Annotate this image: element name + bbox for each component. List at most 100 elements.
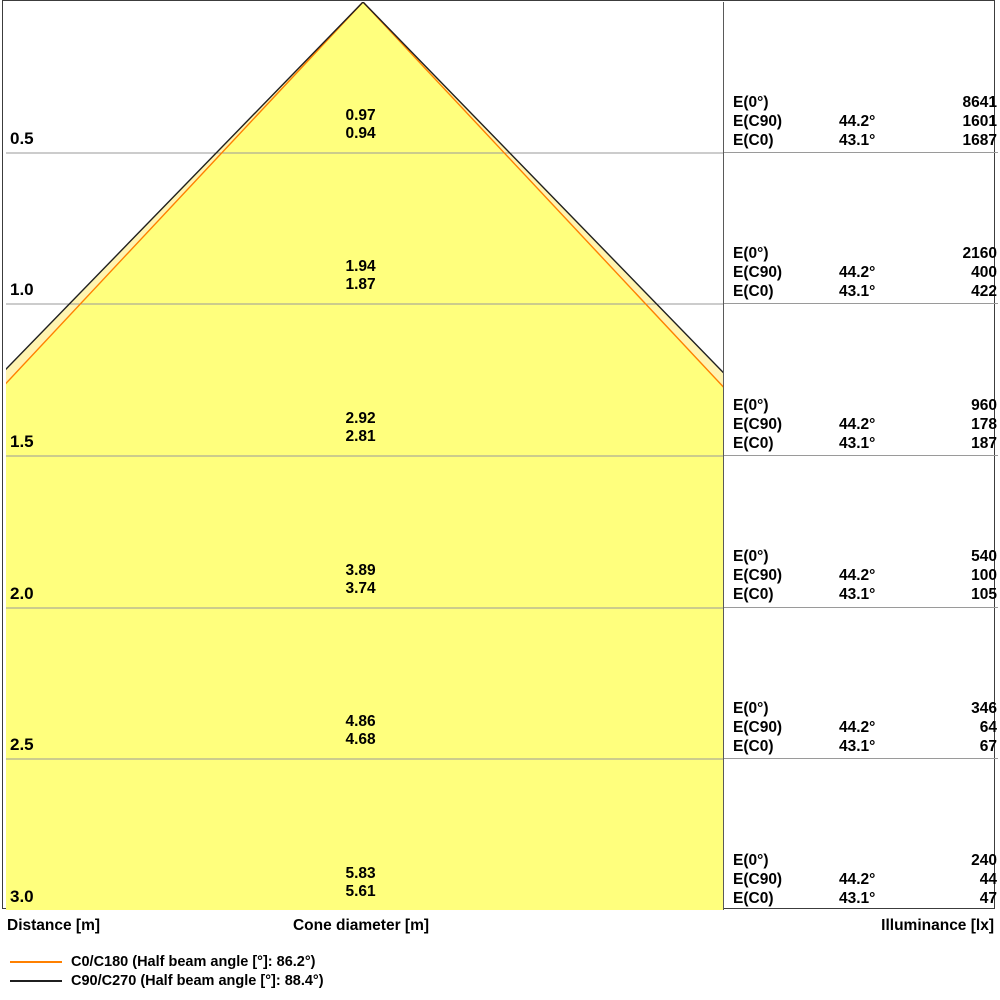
cone-diameter-c90: 1.94 xyxy=(345,258,376,275)
ec0-value: 1687 xyxy=(962,132,997,149)
ec90-value: 100 xyxy=(971,567,997,584)
ec0-value: 67 xyxy=(979,738,997,755)
ec0-row: E(C0) 43.1° 187 xyxy=(733,434,997,453)
distance-label: 1.5 xyxy=(10,432,34,451)
cone-diameter-c0: 2.81 xyxy=(345,428,376,445)
gridline-2-0m xyxy=(723,607,998,608)
e0-row: E(0°) 540 xyxy=(733,547,997,566)
ec90-label: E(C90) xyxy=(733,113,783,130)
ec0-row: E(C0) 43.1° 105 xyxy=(733,585,997,604)
gridlines xyxy=(6,152,723,760)
e0-label: E(0°) xyxy=(733,852,769,869)
cone-diameter-c0: 4.68 xyxy=(345,731,376,748)
cone-diagram-frame: 0.5 1.0 1.5 2.0 2.5 3.0 0.97 0.94 1.94 1… xyxy=(2,0,998,910)
cone-diameter-c90: 2.92 xyxy=(345,410,376,427)
ec90-angle: 44.2° xyxy=(839,113,876,130)
c90-c270-line-swatch-icon xyxy=(10,979,62,982)
legend-entry-c0-c180: C0/C180 (Half beam angle [°]: 86.2°) xyxy=(10,952,710,971)
c0-c180-outline xyxy=(6,2,723,388)
ec0-angle: 43.1° xyxy=(839,435,876,452)
ec90-row: E(C90) 44.2° 178 xyxy=(733,415,997,434)
cone-diameter-values: 3.89 3.74 xyxy=(6,562,723,598)
ec90-label: E(C90) xyxy=(733,567,783,584)
ec90-row: E(C90) 44.2° 100 xyxy=(733,566,997,585)
ec90-value: 44 xyxy=(979,871,997,888)
illuminance-block-1-5m: E(0°) 960 E(C90) 44.2° 178 E(C0) 43.1° 1… xyxy=(733,394,997,454)
distance-label: 2.5 xyxy=(10,735,34,754)
e0-angle xyxy=(839,699,915,718)
illuminance-block-2-5m: E(0°) 346 E(C90) 44.2° 64 E(C0) 43.1° 67 xyxy=(733,697,997,757)
e0-label: E(0°) xyxy=(733,548,769,565)
gridline-2-5m xyxy=(723,758,998,759)
distance-axis-title: Distance [m] xyxy=(7,917,101,934)
ec90-angle: 44.2° xyxy=(839,264,876,281)
ec0-value: 47 xyxy=(979,890,997,907)
distance-label: 2.0 xyxy=(10,584,34,603)
e0-value: 960 xyxy=(971,397,997,414)
illuminance-block-1-0m: E(0°) 2160 E(C90) 44.2° 400 E(C0) 43.1° … xyxy=(733,242,997,302)
ec0-angle: 43.1° xyxy=(839,283,876,300)
panel-divider-line xyxy=(723,2,724,910)
e0-label: E(0°) xyxy=(733,94,769,111)
e0-angle xyxy=(839,547,915,566)
distance-label: 0.5 xyxy=(10,129,34,148)
ec90-angle: 44.2° xyxy=(839,871,876,888)
e0-value: 346 xyxy=(971,700,997,717)
e0-value: 8641 xyxy=(962,94,997,111)
illuminance-block-3-0m: E(0°) 240 E(C90) 44.2° 44 E(C0) 43.1° 47 xyxy=(733,849,997,909)
legend-label: C90/C270 (Half beam angle [°]: 88.4°) xyxy=(71,972,324,989)
ec0-value: 187 xyxy=(971,435,997,452)
e0-row: E(0°) 8641 xyxy=(733,93,997,112)
cone-diameter-c90: 3.89 xyxy=(345,562,376,579)
e0-label: E(0°) xyxy=(733,397,769,414)
ec90-label: E(C90) xyxy=(733,871,783,888)
legend-label: C0/C180 (Half beam angle [°]: 86.2°) xyxy=(71,953,316,970)
ec0-value: 422 xyxy=(971,283,997,300)
e0-row: E(0°) 960 xyxy=(733,396,997,415)
ec0-row: E(C0) 43.1° 1687 xyxy=(733,131,997,150)
cone-diameter-c90: 0.97 xyxy=(345,107,376,124)
ec0-label: E(C0) xyxy=(733,586,774,603)
ec0-angle: 43.1° xyxy=(839,738,876,755)
ec90-row: E(C90) 44.2° 44 xyxy=(733,870,997,889)
cone-diameter-c0: 5.61 xyxy=(345,883,376,900)
gridline-1-5m xyxy=(723,455,998,456)
cone-diameter-axis-title: Cone diameter [m] xyxy=(292,917,430,934)
e0-value: 240 xyxy=(971,852,997,869)
ec0-row: E(C0) 43.1° 47 xyxy=(733,889,997,908)
gridline-0-5m xyxy=(723,152,998,153)
c0-c180-line-swatch-icon xyxy=(10,960,62,963)
e0-angle xyxy=(839,93,915,112)
e0-row: E(0°) 240 xyxy=(733,851,997,870)
ec0-row: E(C0) 43.1° 422 xyxy=(733,282,997,301)
e0-angle xyxy=(839,396,915,415)
ec90-angle: 44.2° xyxy=(839,719,876,736)
ec90-row: E(C90) 44.2° 1601 xyxy=(733,112,997,131)
legend-entry-c90-c270: C90/C270 (Half beam angle [°]: 88.4°) xyxy=(10,971,710,990)
c90-c270-outline xyxy=(6,2,723,374)
ec0-angle: 43.1° xyxy=(839,890,876,907)
ec90-value: 1601 xyxy=(962,113,997,130)
e0-row: E(0°) 2160 xyxy=(733,244,997,263)
cone-diameter-values: 4.86 4.68 xyxy=(6,713,723,749)
cone-diameter-c90: 4.86 xyxy=(345,713,376,730)
ec0-label: E(C0) xyxy=(733,283,774,300)
ec90-row: E(C90) 44.2° 400 xyxy=(733,263,997,282)
ec0-label: E(C0) xyxy=(733,132,774,149)
ec90-label: E(C90) xyxy=(733,416,783,433)
cone-diameter-c0: 3.74 xyxy=(345,580,376,597)
e0-value: 540 xyxy=(971,548,997,565)
ec90-value: 64 xyxy=(979,719,997,736)
gridline-1-0m xyxy=(723,303,998,304)
e0-label: E(0°) xyxy=(733,700,769,717)
cone-diameter-c0: 0.94 xyxy=(345,125,376,142)
cone-diameter-values: 5.83 5.61 xyxy=(6,865,723,901)
distance-label: 3.0 xyxy=(10,887,34,906)
ec90-angle: 44.2° xyxy=(839,567,876,584)
ec90-label: E(C90) xyxy=(733,719,783,736)
illuminance-block-2-0m: E(0°) 540 E(C90) 44.2° 100 E(C0) 43.1° 1… xyxy=(733,545,997,605)
light-cone-plot xyxy=(6,2,723,910)
cone-diameter-c0: 1.87 xyxy=(345,276,376,293)
cone-diameter-c90: 5.83 xyxy=(345,865,376,882)
